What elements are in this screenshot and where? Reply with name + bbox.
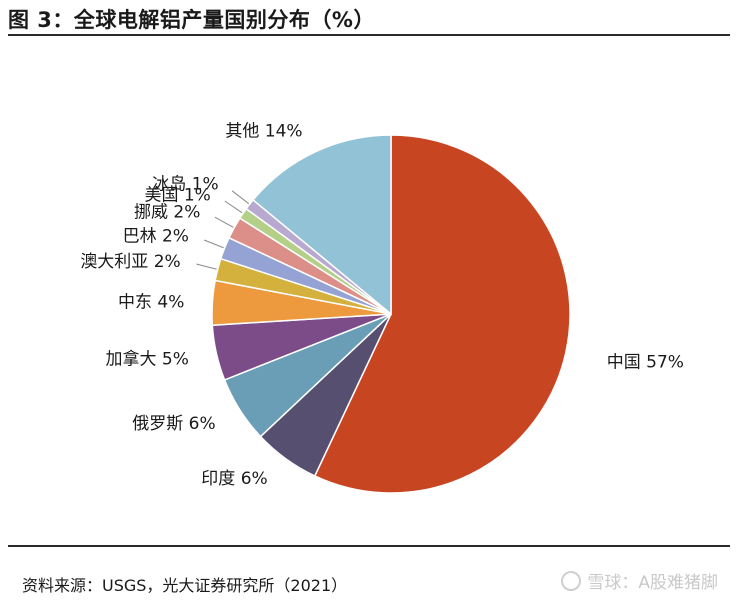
slice-label-9: 冰岛 1% bbox=[152, 174, 218, 194]
slice-label-4: 中东 4% bbox=[118, 292, 184, 312]
leader-line-9 bbox=[231, 190, 250, 205]
title-divider bbox=[8, 34, 730, 36]
watermark: 雪球：A股难猪脚 bbox=[561, 568, 718, 593]
pie-slice-10 bbox=[252, 134, 392, 316]
slice-label-2: 俄罗斯 6% bbox=[132, 414, 215, 434]
slice-label-0: 中国 57% bbox=[607, 352, 684, 372]
chart-title: 图 3：全球电解铝产量国别分布（%） bbox=[8, 8, 375, 32]
watermark-text: 雪球：A股难猪脚 bbox=[587, 573, 718, 593]
pie-slice-0 bbox=[313, 134, 571, 494]
slice-label-6: 巴林 2% bbox=[123, 227, 189, 247]
slice-label-1: 印度 6% bbox=[201, 469, 267, 489]
leader-line-6 bbox=[203, 239, 224, 249]
slice-label-7: 挪威 2% bbox=[134, 202, 200, 222]
slice-label-5: 澳大利亚 2% bbox=[80, 252, 180, 272]
slice-label-3: 加拿大 5% bbox=[106, 348, 189, 369]
source-note: 资料来源：USGS，光大证券研究所（2021） bbox=[22, 576, 348, 595]
slice-label-10: 其他 14% bbox=[225, 121, 302, 141]
footer-divider bbox=[8, 545, 730, 547]
leader-line-5 bbox=[196, 263, 217, 270]
slice-label-8: 美国 1% bbox=[144, 185, 210, 205]
leader-line-8 bbox=[224, 200, 243, 214]
leader-line-7 bbox=[214, 216, 234, 228]
snowball-logo-icon bbox=[561, 570, 582, 591]
